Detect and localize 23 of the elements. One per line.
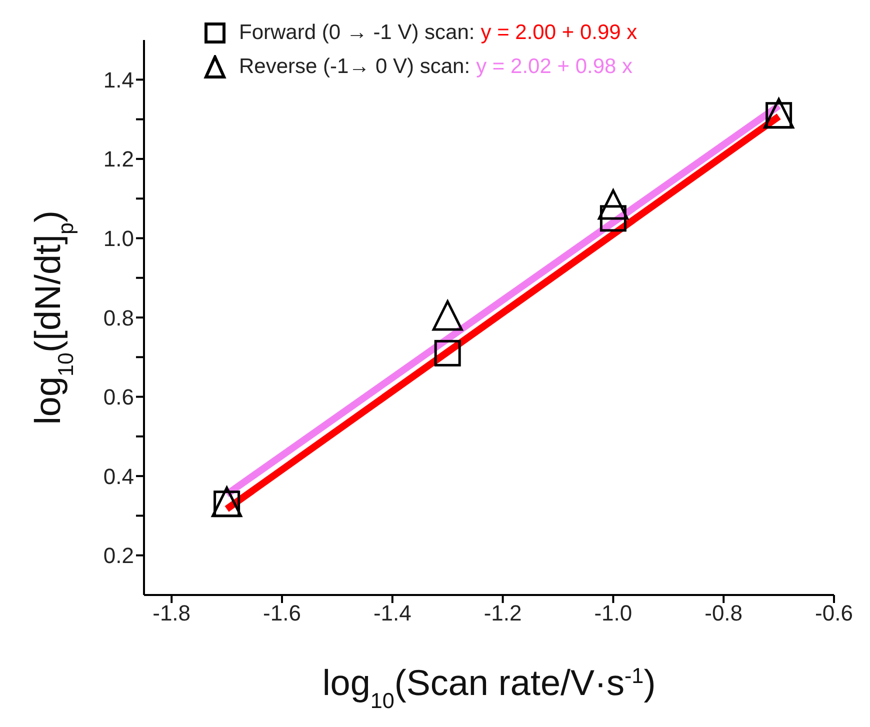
x-tick-label: -1.2	[484, 600, 522, 626]
y-tick-label: 0.2	[103, 543, 134, 568]
x-tick-label: -0.8	[704, 600, 743, 626]
x-tick-label: -1.8	[152, 600, 191, 626]
text: y = 2.02 + 0.98 x	[476, 54, 633, 80]
x-tick-label: -0.6	[815, 600, 853, 626]
y-tick-label: 1.0	[103, 226, 134, 252]
x-tick-label: -1.6	[263, 600, 301, 626]
legend-label: Forward (0 → -1 V) scan:	[239, 20, 475, 46]
text: y = 2.00 + 0.99 x	[480, 20, 638, 46]
y-tick-label: 0.6	[103, 384, 134, 410]
y-tick-label: 0.8	[103, 305, 134, 330]
point	[598, 189, 628, 220]
point	[432, 300, 463, 331]
y-tick-label: 1.4	[103, 67, 134, 92]
legend-label: Reverse (-1→ 0 V) scan:	[239, 54, 470, 80]
y-tick-label: 1.2	[103, 146, 134, 172]
x-tick-label: -1.0	[594, 600, 632, 626]
x-tick-label: -1.4	[373, 600, 412, 626]
y-tick-label: 0.4	[103, 464, 134, 489]
point	[434, 340, 461, 366]
point	[600, 205, 626, 232]
x-axis-title: log$_{10}$(Scan rate/V·s$^{-1}$)	[322, 662, 656, 712]
